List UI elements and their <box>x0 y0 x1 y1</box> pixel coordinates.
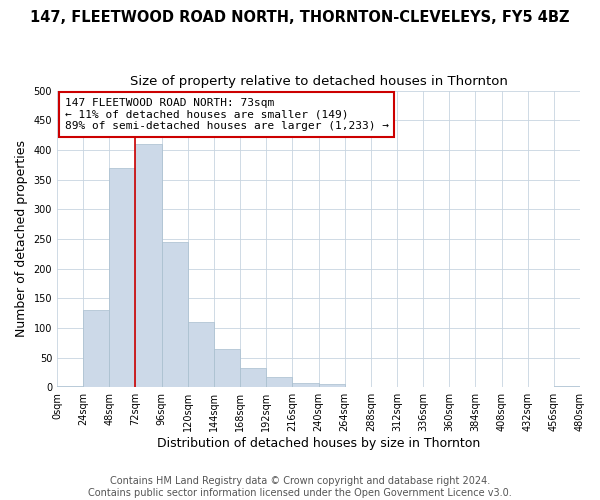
Bar <box>109 168 136 388</box>
Bar <box>188 322 214 388</box>
Text: Contains HM Land Registry data © Crown copyright and database right 2024.
Contai: Contains HM Land Registry data © Crown c… <box>88 476 512 498</box>
Bar <box>57 386 83 388</box>
Bar <box>161 242 188 388</box>
Bar <box>136 144 161 388</box>
Bar <box>554 386 580 388</box>
Bar <box>214 349 240 388</box>
Y-axis label: Number of detached properties: Number of detached properties <box>15 140 28 338</box>
Bar <box>83 310 109 388</box>
Text: 147, FLEETWOOD ROAD NORTH, THORNTON-CLEVELEYS, FY5 4BZ: 147, FLEETWOOD ROAD NORTH, THORNTON-CLEV… <box>30 10 570 25</box>
Bar <box>319 384 344 388</box>
Bar <box>292 383 319 388</box>
Bar <box>240 368 266 388</box>
Text: 147 FLEETWOOD ROAD NORTH: 73sqm
← 11% of detached houses are smaller (149)
89% o: 147 FLEETWOOD ROAD NORTH: 73sqm ← 11% of… <box>65 98 389 131</box>
Title: Size of property relative to detached houses in Thornton: Size of property relative to detached ho… <box>130 75 508 88</box>
X-axis label: Distribution of detached houses by size in Thornton: Distribution of detached houses by size … <box>157 437 480 450</box>
Bar <box>266 377 292 388</box>
